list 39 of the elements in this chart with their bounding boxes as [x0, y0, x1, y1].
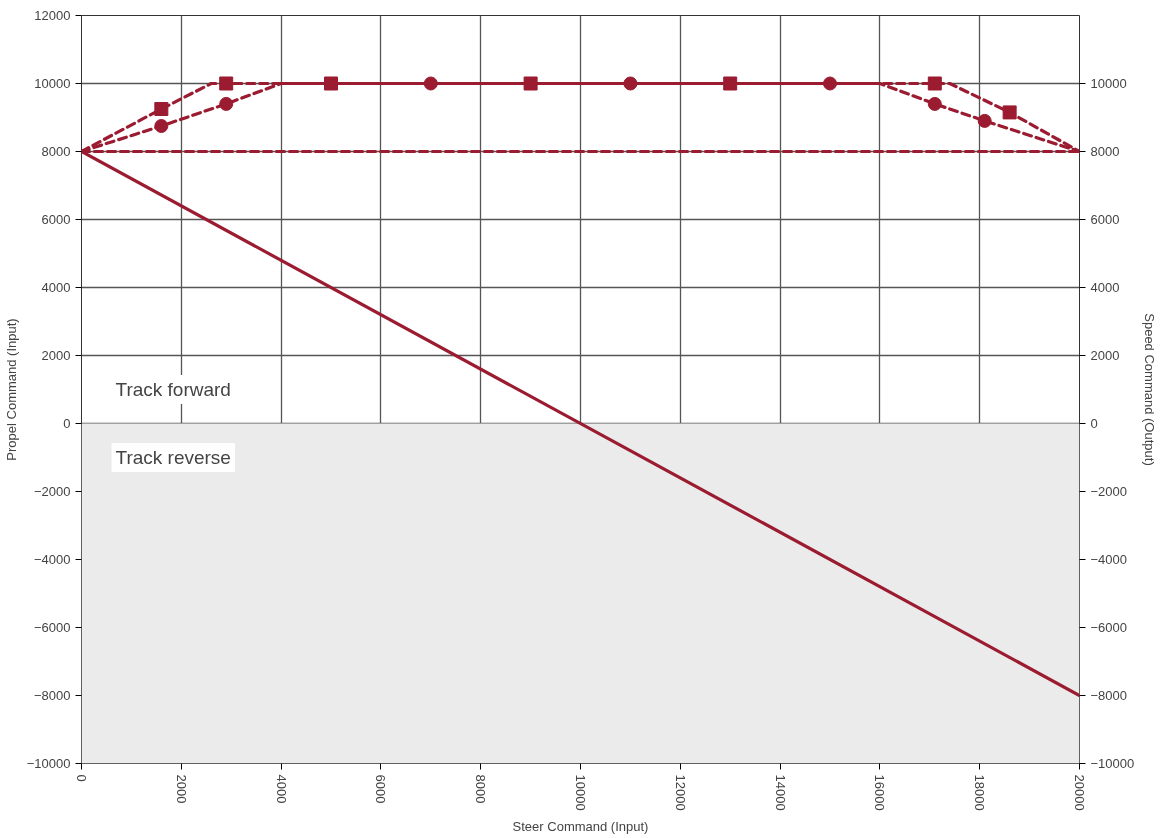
y-tick-label: 12000 [34, 8, 71, 23]
y-tick-label: 10000 [34, 76, 71, 91]
x-tick-label: 18000 [972, 774, 988, 811]
x-tick-label: 10000 [573, 774, 588, 811]
y2-axis-title: Speed Command (Output) [1142, 313, 1158, 466]
y-tick-label: −10000 [26, 756, 71, 771]
x-tick-label: 20000 [1072, 774, 1087, 811]
y2-tick-label: 2000 [1090, 348, 1120, 363]
x-axis-title: Steer Command (Input) [512, 818, 649, 834]
y-tick-label: −2000 [33, 484, 71, 499]
y2-tick-label: 8000 [1090, 144, 1120, 159]
y2-tick-label: −4000 [1090, 552, 1128, 567]
y2-tick-label: 10000 [1090, 76, 1127, 91]
x-tick-label: 2000 [173, 774, 189, 804]
y2-tick-label: 0 [1090, 416, 1098, 431]
x-tick-label: 8000 [473, 774, 489, 804]
y2-tick-label: 4000 [1090, 280, 1120, 295]
x-tick-label: 4000 [273, 774, 289, 804]
y-tick-label: −8000 [33, 688, 71, 703]
x-tick-label: 14000 [772, 774, 788, 811]
y-tick-label: −6000 [33, 620, 71, 635]
y-tick-label: 8000 [41, 144, 71, 159]
y-tick-label: 4000 [41, 280, 71, 295]
annotation: Track forward [115, 379, 231, 400]
annotation: Track reverse [115, 447, 231, 468]
x-tick-label: 0 [74, 774, 89, 782]
x-tick-label: 16000 [872, 774, 888, 811]
y-tick-label: 0 [63, 416, 71, 431]
y-tick-label: 6000 [41, 212, 71, 227]
y2-tick-label: −8000 [1090, 688, 1128, 703]
y2-tick-label: −10000 [1090, 756, 1135, 771]
y-axis-title: Propel Command (Input) [3, 318, 19, 461]
y2-tick-label: 6000 [1090, 212, 1120, 227]
y2-tick-label: −2000 [1090, 484, 1128, 499]
y-tick-label: 2000 [41, 348, 71, 363]
y-tick-label: −4000 [33, 552, 71, 567]
y2-tick-label: −6000 [1090, 620, 1128, 635]
x-tick-label: 6000 [373, 774, 389, 804]
x-tick-label: 12000 [672, 774, 688, 811]
